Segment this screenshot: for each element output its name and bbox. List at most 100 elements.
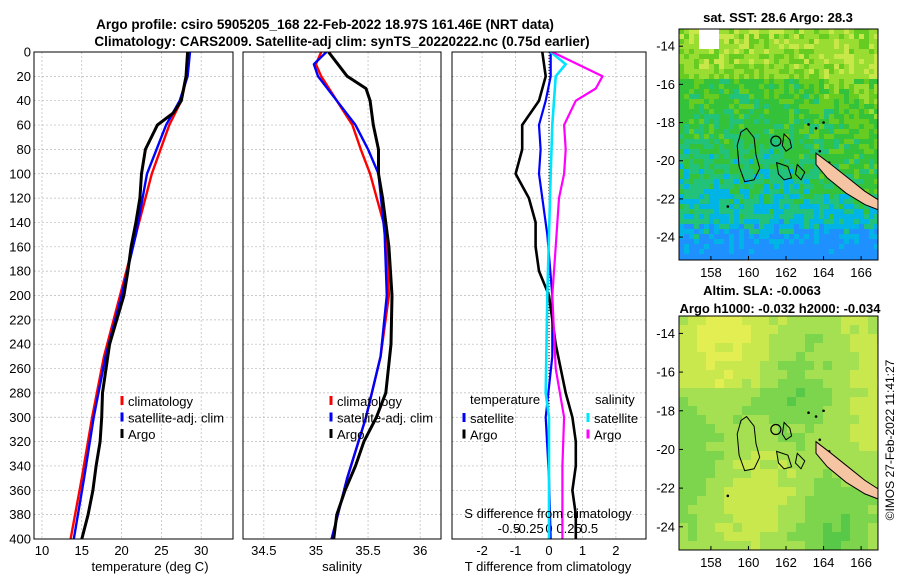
map-x-tick-label: 162	[775, 555, 797, 570]
map-y-tick-label: -20	[656, 442, 675, 457]
y-tick-label: 380	[9, 507, 31, 522]
series-line-argo	[80, 52, 190, 539]
argo-position-marker	[770, 135, 782, 147]
map-frame	[678, 315, 879, 551]
y-tick-label: 220	[9, 312, 31, 327]
x-tick-label: 0	[545, 543, 552, 558]
sla-map-title: Altim. SLA: -0.0063	[703, 283, 821, 298]
map-y-tick-label: -14	[656, 39, 675, 54]
x-tick-label: 36	[413, 543, 427, 558]
map-y-tick-label: -24	[656, 519, 675, 534]
legend-label: Argo	[594, 428, 621, 443]
legend-label: Argo	[128, 427, 155, 442]
legend-title-salinity: salinity	[595, 392, 635, 407]
y-tick-label: 260	[9, 361, 31, 376]
x-tick-label: 2	[612, 543, 619, 558]
map-y-tick-label: -20	[656, 153, 675, 168]
map-y-tick-label: -18	[656, 115, 675, 130]
y-tick-label: 120	[9, 191, 31, 206]
copyright-stamp: ©IMOS 27-Feb-2022 11:41:27	[883, 359, 897, 520]
legend-label: climatology	[337, 394, 403, 409]
map-x-tick-label: 164	[813, 265, 835, 280]
y-tick-label: 300	[9, 410, 31, 425]
y-tick-label: 80	[17, 142, 31, 157]
map-y-tick-label: -22	[656, 191, 675, 206]
coastline	[781, 132, 793, 152]
legend-label: satellite-adj. clim	[128, 411, 224, 426]
series-line-argo	[327, 52, 394, 539]
salinity-panel: 34.5 35 35.5 36 climatology satellite-adj. cl…	[242, 51, 442, 558]
y-tick-label: 40	[17, 93, 31, 108]
map-y-tick-label: -18	[656, 403, 675, 418]
y-tick-label: 340	[9, 458, 31, 473]
map-x-tick-label: 158	[700, 265, 722, 280]
y-tick-label: 320	[9, 434, 31, 449]
sst-map-title: sat. SST: 28.6 Argo: 28.3	[703, 10, 853, 25]
x-tick-label: 30	[194, 543, 208, 558]
x-tick-label-s: -0.25	[514, 521, 544, 536]
map-x-tick-label: 158	[700, 555, 722, 570]
difference-top-x-axis-label: S difference from climatology	[464, 506, 632, 521]
legend-label: satellite	[594, 411, 638, 426]
map-frame	[678, 28, 879, 261]
map-x-tick-label: 160	[738, 265, 760, 280]
argo-position-marker	[770, 423, 782, 436]
series-line-s-argo	[551, 52, 604, 539]
sla-map-subtitle: Argo h1000: -0.032 h2000: -0.034	[680, 301, 882, 316]
map-x-tick-label: 166	[850, 555, 872, 570]
x-tick-label: 1	[579, 543, 586, 558]
map-y-tick-label: -16	[656, 77, 675, 92]
temperature-x-axis-label: temperature (deg C)	[91, 559, 208, 574]
series-line-t-satellite	[537, 52, 554, 539]
map-x-tick-label: 162	[775, 265, 797, 280]
salinity-x-axis-label: salinity	[322, 559, 362, 574]
map-y-tick-label: -24	[656, 230, 675, 245]
x-tick-label: -1	[510, 543, 522, 558]
y-tick-label: 20	[17, 69, 31, 84]
x-tick-label: 35	[309, 543, 323, 558]
coastline	[775, 161, 793, 181]
x-tick-label-s: 0.25	[556, 521, 581, 536]
x-tick-label: 20	[114, 543, 128, 558]
y-tick-label: 240	[9, 337, 31, 352]
x-tick-label: 15	[75, 543, 89, 558]
y-tick-label: 200	[9, 288, 31, 303]
y-tick-label: 140	[9, 215, 31, 230]
coastline	[794, 452, 806, 470]
axes-frame	[451, 51, 647, 540]
coastline	[736, 127, 761, 183]
y-tick-label: 180	[9, 264, 31, 279]
map-x-tick-label: 160	[738, 555, 760, 570]
legend-label: Argo	[470, 428, 497, 443]
legend-title-temperature: temperature	[470, 392, 540, 407]
map-y-tick-label: -22	[656, 481, 675, 496]
y-tick-label: 160	[9, 239, 31, 254]
y-tick-label: 60	[17, 118, 31, 133]
land-new-caledonia	[815, 152, 878, 211]
y-tick-label: 360	[9, 483, 31, 498]
y-tick-label: 0	[24, 45, 31, 60]
legend-label: satellite	[470, 411, 514, 426]
map-y-tick-label: -16	[656, 365, 675, 380]
legend-label: climatology	[128, 394, 194, 409]
y-tick-label: 280	[9, 385, 31, 400]
coastline	[781, 421, 793, 441]
axes-frame	[242, 51, 442, 540]
x-tick-label: 34.5	[251, 543, 276, 558]
difference-x-axis-label: T difference from climatology	[465, 559, 632, 574]
coastline	[775, 450, 793, 470]
axes-frame	[33, 51, 234, 540]
sst-map: 158 160 162 164 166 -14 -16 -18 -20 -22 -24	[656, 28, 879, 280]
coastline	[736, 415, 761, 472]
figure-title-line1: Argo profile: csiro 5905205_168 22-Feb-2…	[96, 17, 554, 32]
legend-label: Argo	[337, 427, 364, 442]
y-tick-label: 400	[9, 532, 31, 547]
x-tick-label: 10	[35, 543, 49, 558]
series-line-t-argo	[514, 52, 578, 539]
x-tick-label: -2	[476, 543, 488, 558]
coastline	[794, 163, 806, 181]
x-tick-label-s: -0.5	[498, 521, 520, 536]
land-new-caledonia	[815, 440, 878, 500]
